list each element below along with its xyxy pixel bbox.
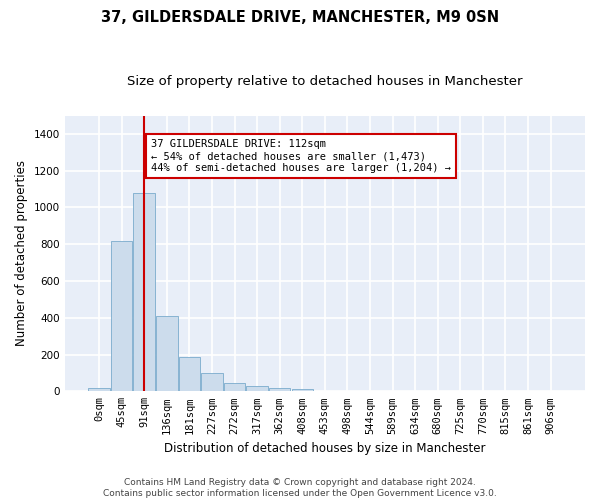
- Bar: [179, 358, 200, 392]
- Bar: [201, 373, 223, 392]
- Text: 37, GILDERSDALE DRIVE, MANCHESTER, M9 0SN: 37, GILDERSDALE DRIVE, MANCHESTER, M9 0S…: [101, 10, 499, 25]
- Bar: [269, 388, 290, 392]
- Bar: [111, 240, 133, 392]
- Bar: [292, 390, 313, 392]
- Text: 37 GILDERSDALE DRIVE: 112sqm
← 54% of detached houses are smaller (1,473)
44% of: 37 GILDERSDALE DRIVE: 112sqm ← 54% of de…: [151, 140, 451, 172]
- X-axis label: Distribution of detached houses by size in Manchester: Distribution of detached houses by size …: [164, 442, 485, 455]
- Bar: [156, 316, 178, 392]
- Title: Size of property relative to detached houses in Manchester: Size of property relative to detached ho…: [127, 75, 523, 88]
- Text: Contains HM Land Registry data © Crown copyright and database right 2024.
Contai: Contains HM Land Registry data © Crown c…: [103, 478, 497, 498]
- Bar: [224, 383, 245, 392]
- Y-axis label: Number of detached properties: Number of detached properties: [15, 160, 28, 346]
- Bar: [247, 386, 268, 392]
- Bar: [133, 193, 155, 392]
- Bar: [88, 388, 110, 392]
